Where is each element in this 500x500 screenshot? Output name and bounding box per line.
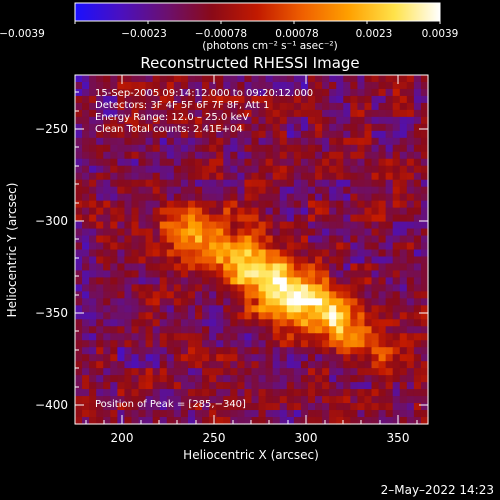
heatmap-image: [75, 75, 429, 425]
colorbar-frame: [74, 2, 441, 22]
colorbar-tick-label: 0.00078: [275, 28, 318, 40]
x-tick-label: 300: [295, 431, 318, 445]
colorbar-tick-label: −0.00078: [195, 28, 247, 40]
y-axis-label: Heliocentric Y (arcsec): [5, 183, 19, 318]
image-panel: 15-Sep-2005 09:14:12.000 to 09:20:12.000…: [5, 74, 429, 462]
colorbar: −0.0039 −0.0023 −0.00078 0.00078 0.0023 …: [0, 2, 459, 52]
x-tick-label: 350: [387, 431, 410, 445]
annotation-detectors: Detectors: 3F 4F 5F 6F 7F 8F, Att 1: [95, 100, 269, 111]
colorbar-tick-label: 0.0023: [356, 28, 393, 40]
footer-timestamp: 2–May–2022 14:23: [381, 483, 494, 497]
colorbar-tick-label: −0.0039: [0, 28, 45, 40]
x-axis: 200 250 300 350 Heliocentric X (arcsec): [85, 75, 418, 462]
x-axis-label: Heliocentric X (arcsec): [183, 448, 319, 462]
peak-position-label: Position of Peak = [285,−340]: [95, 399, 246, 410]
y-axis: −250 −300 −350 −400 Heliocentric Y (arcs…: [5, 91, 428, 412]
colorbar-gradient: [75, 3, 440, 21]
colorbar-tick-label: −0.0023: [121, 28, 167, 40]
annotation-clean-counts: Clean Total counts: 2.41E+04: [95, 124, 243, 135]
annotation-time-range: 15-Sep-2005 09:14:12.000 to 09:20:12.000: [95, 88, 313, 99]
y-tick-label: −400: [35, 398, 68, 412]
annotation-energy-range: Energy Range: 12.0 – 25.0 keV: [95, 112, 249, 123]
colorbar-units-label: (photons cm⁻² s⁻¹ asec⁻²): [202, 40, 337, 52]
y-tick-label: −250: [35, 122, 68, 136]
x-tick-label: 200: [111, 431, 134, 445]
y-tick-label: −350: [35, 306, 68, 320]
plot-title: Reconstructed RHESSI Image: [140, 54, 359, 72]
x-tick-label: 250: [203, 431, 226, 445]
y-tick-label: −300: [35, 214, 68, 228]
colorbar-tick-label: 0.0039: [422, 28, 459, 40]
